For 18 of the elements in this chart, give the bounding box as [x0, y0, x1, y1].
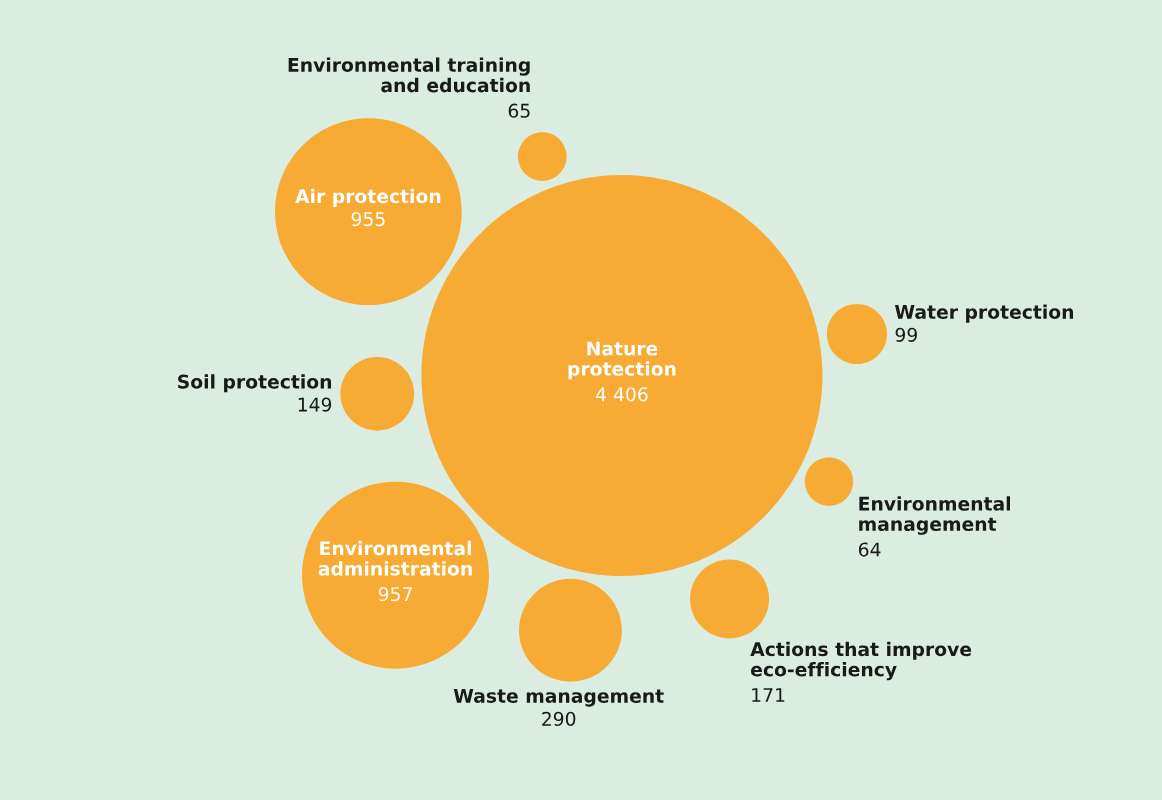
data-label: 955 — [351, 211, 385, 227]
data-label: 64 — [858, 542, 881, 557]
data-label: 4 406 — [596, 387, 648, 402]
category-label: Environmental administration — [318, 540, 472, 576]
category-label: Water protection — [894, 304, 1074, 323]
category-label: Actions that improve eco-efficiency — [750, 641, 972, 681]
data-label: 171 — [752, 688, 785, 702]
category-label: Waste management — [453, 688, 664, 707]
data-label: 957 — [378, 587, 412, 602]
data-label: 290 — [542, 711, 576, 726]
category-label: Environmental training and education — [288, 57, 530, 93]
data-label: 149 — [298, 397, 332, 412]
category-label: Nature protection — [568, 341, 676, 380]
data-label: 65 — [508, 103, 530, 118]
data-label: 99 — [895, 327, 917, 342]
category-label: Air protection — [295, 188, 441, 207]
category-label: Soil protection — [178, 374, 332, 393]
category-label: Environmental management — [859, 496, 1011, 535]
